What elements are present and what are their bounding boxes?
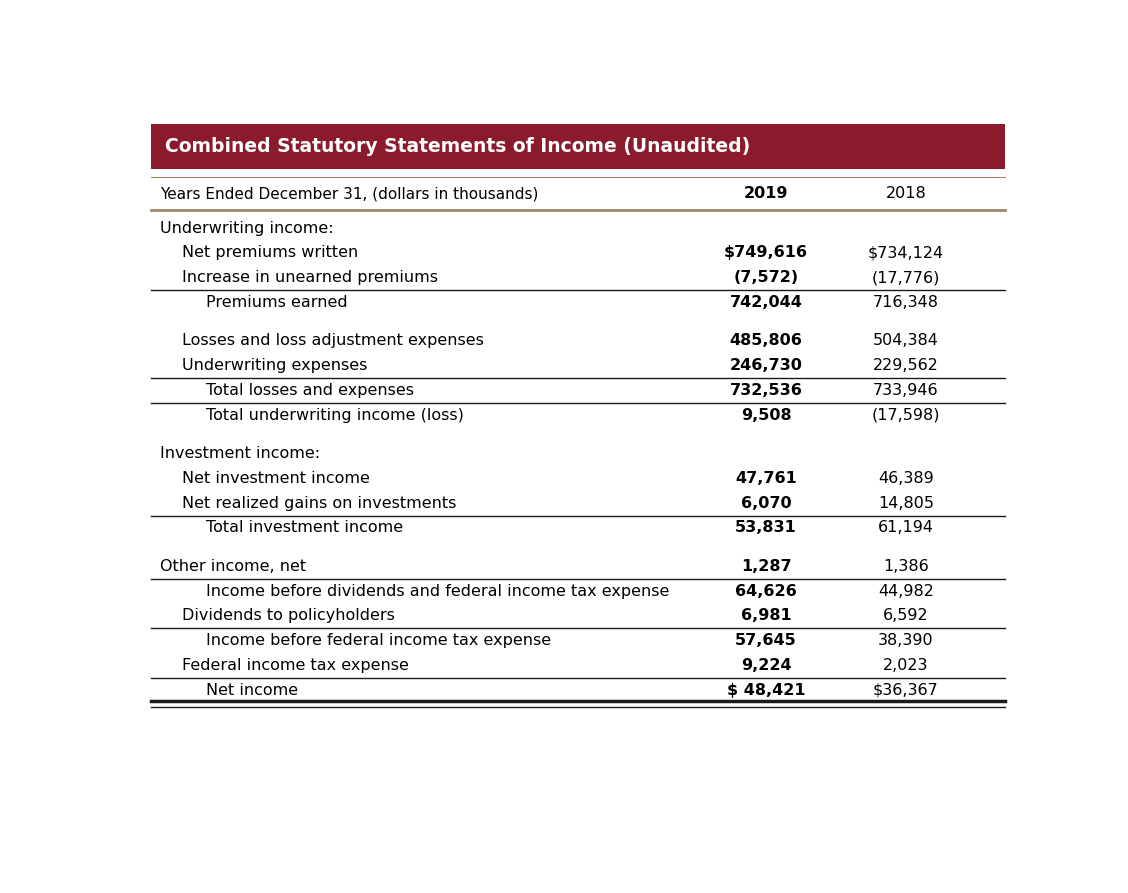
Text: Income before federal income tax expense: Income before federal income tax expense (205, 633, 550, 648)
Text: Combined Statutory Statements of Income (Unaudited): Combined Statutory Statements of Income … (165, 138, 750, 156)
Text: 9,508: 9,508 (741, 408, 792, 422)
Text: 742,044: 742,044 (730, 295, 802, 310)
Text: $734,124: $734,124 (867, 246, 944, 261)
Text: 61,194: 61,194 (878, 521, 934, 536)
Text: 246,730: 246,730 (730, 358, 802, 373)
Text: 9,224: 9,224 (741, 658, 792, 673)
Text: Total underwriting income (loss): Total underwriting income (loss) (205, 408, 464, 422)
Text: Net investment income: Net investment income (182, 471, 370, 486)
Text: Net premiums written: Net premiums written (182, 246, 359, 261)
Text: Years Ended December 31, (dollars in thousands): Years Ended December 31, (dollars in tho… (160, 187, 538, 201)
Text: Underwriting income:: Underwriting income: (160, 221, 334, 236)
Text: Losses and loss adjustment expenses: Losses and loss adjustment expenses (182, 333, 484, 348)
Text: $36,367: $36,367 (873, 683, 938, 697)
Text: Net income: Net income (205, 683, 298, 697)
Text: 47,761: 47,761 (735, 471, 796, 486)
Text: Underwriting expenses: Underwriting expenses (182, 358, 368, 373)
Text: (7,572): (7,572) (733, 271, 799, 285)
Text: Investment income:: Investment income: (160, 446, 320, 461)
Text: 2019: 2019 (743, 187, 788, 201)
Text: Total losses and expenses: Total losses and expenses (205, 383, 414, 398)
Text: 44,982: 44,982 (878, 584, 934, 598)
Text: Premiums earned: Premiums earned (205, 295, 347, 310)
Text: 6,981: 6,981 (741, 608, 792, 623)
Text: 6,592: 6,592 (883, 608, 928, 623)
Text: 46,389: 46,389 (878, 471, 934, 486)
Text: Other income, net: Other income, net (160, 559, 307, 574)
Text: Total investment income: Total investment income (205, 521, 403, 536)
Text: 1,287: 1,287 (741, 559, 792, 574)
Text: 2,023: 2,023 (883, 658, 928, 673)
Text: $749,616: $749,616 (724, 246, 808, 261)
Text: 2018: 2018 (885, 187, 926, 201)
Text: 716,348: 716,348 (873, 295, 938, 310)
Text: 504,384: 504,384 (873, 333, 938, 348)
Text: (17,776): (17,776) (872, 271, 940, 285)
FancyBboxPatch shape (151, 124, 1005, 169)
Text: $ 48,421: $ 48,421 (726, 683, 805, 697)
Text: 57,645: 57,645 (735, 633, 796, 648)
Text: 733,946: 733,946 (873, 383, 938, 398)
Text: 732,536: 732,536 (730, 383, 802, 398)
Text: 64,626: 64,626 (735, 584, 796, 598)
Text: 14,805: 14,805 (878, 496, 934, 511)
Text: Dividends to policyholders: Dividends to policyholders (182, 608, 395, 623)
Text: Net realized gains on investments: Net realized gains on investments (182, 496, 457, 511)
Text: 485,806: 485,806 (730, 333, 802, 348)
Text: 6,070: 6,070 (741, 496, 792, 511)
Text: (17,598): (17,598) (872, 408, 940, 422)
Text: 1,386: 1,386 (883, 559, 928, 574)
Text: 229,562: 229,562 (873, 358, 938, 373)
Text: 53,831: 53,831 (735, 521, 796, 536)
Text: Federal income tax expense: Federal income tax expense (182, 658, 409, 673)
Text: 38,390: 38,390 (878, 633, 934, 648)
Text: Increase in unearned premiums: Increase in unearned premiums (182, 271, 438, 285)
Text: Income before dividends and federal income tax expense: Income before dividends and federal inco… (205, 584, 669, 598)
